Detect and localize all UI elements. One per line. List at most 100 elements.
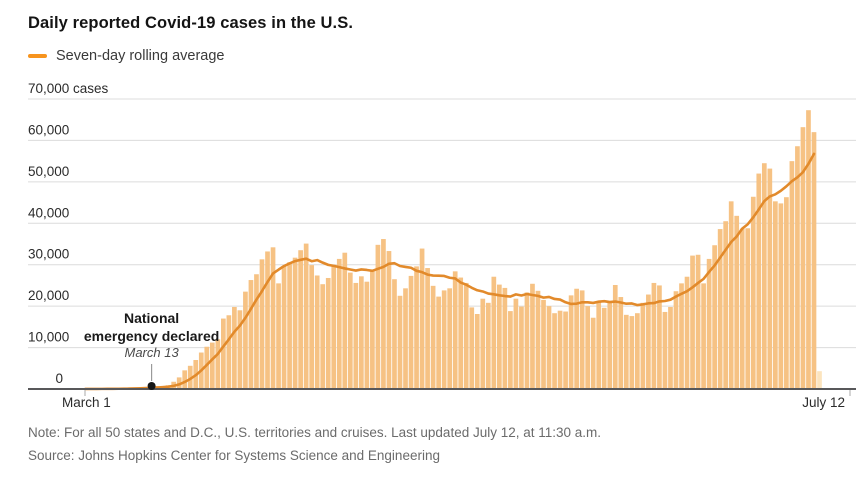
daily-bar — [452, 271, 458, 389]
x-axis-label-start: March 1 — [62, 395, 111, 410]
daily-bar — [673, 291, 679, 389]
annotation-dot — [147, 382, 156, 390]
daily-bar — [303, 243, 309, 389]
daily-bar — [800, 127, 806, 390]
daily-bar — [502, 287, 508, 389]
daily-bar — [513, 298, 519, 389]
daily-bar — [314, 275, 320, 389]
daily-bar — [336, 258, 342, 389]
note-line: Note: For all 50 states and D.C., U.S. t… — [28, 425, 602, 440]
daily-bar — [436, 296, 441, 389]
daily-bar — [419, 248, 425, 389]
daily-bar — [353, 282, 359, 389]
daily-bar — [695, 254, 701, 389]
daily-bar — [684, 276, 690, 389]
daily-bar — [276, 283, 281, 389]
daily-bar — [226, 315, 232, 389]
footnote-block: Note: For all 50 states and D.C., U.S. t… — [28, 421, 601, 467]
daily-bar — [491, 276, 497, 389]
daily-bar — [701, 283, 706, 389]
daily-bar — [784, 197, 789, 389]
y-axis-label: 40,000 — [28, 205, 69, 220]
daily-bar — [370, 270, 375, 389]
daily-bar — [463, 282, 469, 389]
daily-bar — [386, 251, 392, 389]
daily-bar — [508, 311, 513, 389]
daily-bar — [347, 272, 353, 389]
daily-bar — [359, 276, 364, 389]
daily-bar — [292, 257, 298, 389]
daily-bar — [414, 266, 419, 389]
daily-bar — [651, 282, 657, 389]
daily-bar — [364, 281, 370, 389]
daily-bar — [381, 239, 386, 389]
y-axis-label: 70,000 cases — [28, 81, 109, 96]
daily-bar — [629, 316, 635, 389]
daily-bar — [524, 292, 530, 389]
daily-bar — [259, 259, 265, 389]
y-axis-label: 30,000 — [28, 247, 69, 262]
daily-bar — [447, 288, 453, 389]
daily-bar — [408, 275, 414, 389]
daily-bar — [668, 306, 673, 389]
daily-bar — [403, 288, 408, 389]
daily-bar — [750, 196, 756, 389]
daily-bar — [767, 168, 773, 389]
daily-bar — [309, 265, 315, 389]
source-line: Source: Johns Hopkins Center for Systems… — [28, 448, 440, 463]
y-axis-label: 20,000 — [28, 288, 69, 303]
daily-bar — [458, 277, 464, 389]
daily-bar — [789, 161, 795, 389]
daily-bar — [679, 283, 684, 389]
daily-bar — [375, 244, 381, 389]
daily-bar — [745, 228, 751, 389]
daily-bar — [557, 310, 563, 389]
daily-bar — [739, 228, 745, 389]
daily-bar — [579, 290, 585, 389]
daily-bar — [756, 173, 762, 389]
daily-bar — [265, 251, 270, 389]
daily-bar — [623, 314, 629, 389]
daily-bar — [342, 252, 348, 389]
annotation-text-line1: National — [124, 310, 179, 326]
daily-bar — [248, 280, 254, 389]
daily-bar — [585, 306, 591, 389]
daily-bar — [430, 285, 436, 389]
daily-bar — [298, 250, 303, 389]
daily-bar — [519, 306, 524, 389]
annotation-date-label: March 13 — [124, 345, 179, 360]
daily-bar — [392, 279, 397, 389]
daily-bar — [618, 297, 624, 389]
y-axis-label: 10,000 — [28, 330, 69, 345]
daily-bar — [690, 255, 695, 389]
daily-bar — [568, 295, 574, 389]
daily-bar — [734, 215, 740, 389]
legend-line-swatch-icon — [28, 54, 47, 58]
daily-bar — [795, 146, 800, 389]
daily-bar — [706, 258, 712, 389]
daily-bar — [397, 295, 403, 389]
daily-bar — [574, 288, 579, 389]
daily-bar — [635, 313, 640, 389]
daily-bar — [204, 346, 210, 389]
daily-bar — [209, 342, 215, 389]
legend: Seven-day rolling average — [28, 47, 224, 65]
daily-bar — [646, 294, 651, 389]
daily-bar — [712, 245, 717, 389]
partial-day-bar — [817, 371, 822, 389]
daily-bar — [607, 301, 613, 389]
chart-canvas: 0 10,000 20,000 30,000 40,000 50,000 60,000 70,… — [28, 81, 856, 410]
daily-cases-bars — [83, 110, 822, 390]
daily-bar — [480, 298, 486, 389]
daily-bar — [254, 274, 259, 389]
daily-bar — [535, 290, 541, 389]
daily-bar — [474, 314, 480, 389]
daily-bar — [761, 163, 767, 389]
daily-bar — [662, 311, 668, 389]
daily-bar — [717, 229, 723, 389]
daily-bar — [773, 201, 778, 389]
daily-bar — [270, 247, 276, 389]
daily-bar — [425, 268, 430, 389]
